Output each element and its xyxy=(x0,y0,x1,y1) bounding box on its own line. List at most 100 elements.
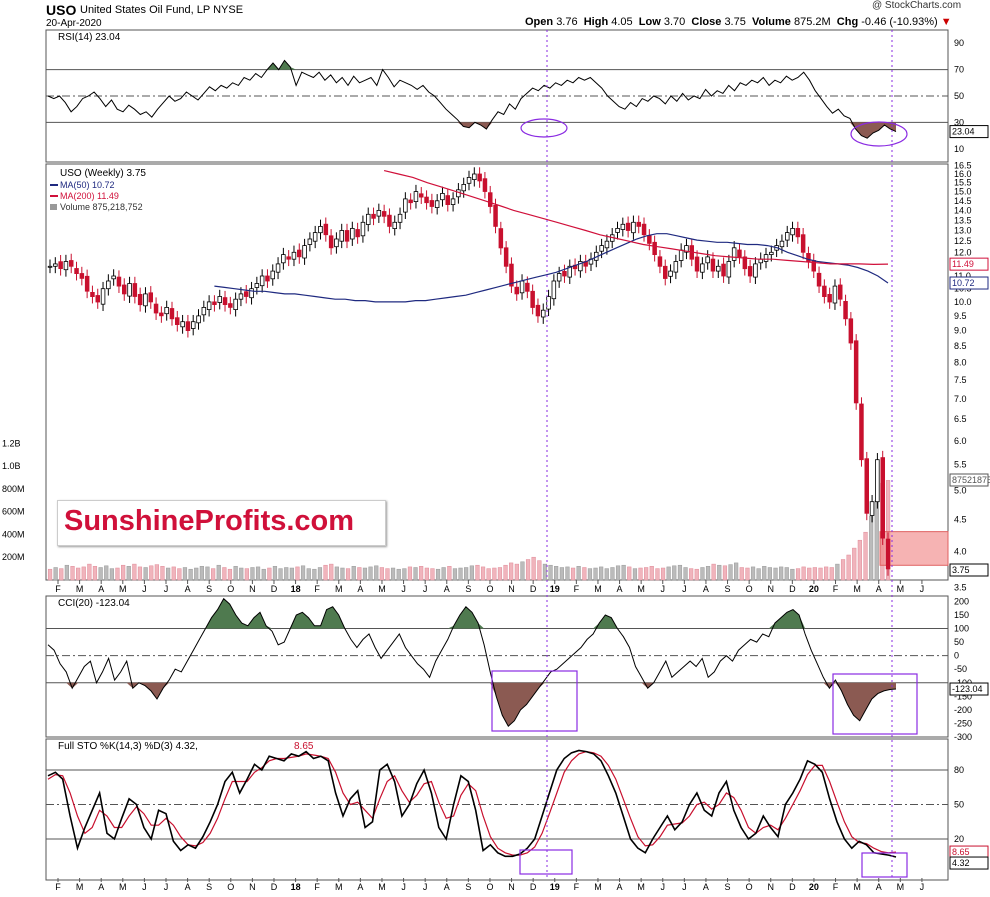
price-tick-6.0: 6.0 xyxy=(954,436,967,446)
sto-d-last-label: 8.65 xyxy=(952,847,970,857)
volume-bar xyxy=(261,568,266,581)
candle xyxy=(843,300,848,320)
sto-x-axis-label-A: A xyxy=(876,882,882,892)
price-x-axis-label-O: O xyxy=(227,584,234,594)
price-tick-11.0: 11.0 xyxy=(954,271,971,281)
cci-line xyxy=(47,597,897,727)
volume-bar xyxy=(604,568,609,581)
price-tick-4.5: 4.5 xyxy=(954,514,967,524)
candle xyxy=(137,293,143,306)
watermark-logo: SunshineProfits.com xyxy=(57,500,386,546)
candle xyxy=(74,268,79,274)
sto-x-axis-label-D: D xyxy=(271,882,278,892)
candle xyxy=(122,284,127,295)
rsi-last-box xyxy=(949,125,989,139)
price-tick-8.0: 8.0 xyxy=(954,358,967,368)
candle xyxy=(196,315,201,324)
ma200-last-label: 11.49 xyxy=(952,259,974,269)
close-value: 3.75 xyxy=(724,16,746,28)
volume-bar xyxy=(345,568,351,581)
price-tick-5.5: 5.5 xyxy=(954,460,967,470)
candle xyxy=(742,256,748,270)
volume-bar xyxy=(233,566,238,581)
volume-bar xyxy=(542,563,548,581)
candle xyxy=(731,247,737,261)
candle xyxy=(174,317,180,326)
close-last-label: 3.75 xyxy=(952,565,970,575)
volume-bar xyxy=(784,567,789,581)
price-x-axis-label-20: 20 xyxy=(809,584,819,594)
rsi-highlight-ellipse-2 xyxy=(850,121,908,147)
volume-bar xyxy=(300,565,306,581)
candle xyxy=(58,261,63,270)
candle xyxy=(381,211,387,217)
candle xyxy=(541,309,546,318)
candle xyxy=(318,225,323,234)
candle xyxy=(69,260,74,267)
price-x-axis-label-D: D xyxy=(789,584,796,594)
volume-bar xyxy=(610,567,615,581)
candle xyxy=(254,283,260,288)
candle xyxy=(663,265,668,279)
volume-bar xyxy=(199,566,204,581)
quote-summary: Open 3.76 High 4.05 Low 3.70 Close 3.75 … xyxy=(525,16,952,28)
volume-bar xyxy=(334,566,339,581)
candle xyxy=(217,296,222,303)
volume-bar xyxy=(194,567,199,581)
volume-bar xyxy=(402,568,407,581)
sto-x-axis-label-J: J xyxy=(401,882,406,892)
volume-bar xyxy=(143,567,148,581)
price-tick-6.5: 6.5 xyxy=(954,414,967,424)
volume-bar xyxy=(660,567,666,581)
candle xyxy=(472,173,477,180)
candle xyxy=(525,282,530,292)
volume-bar xyxy=(329,563,334,581)
price-x-axis-label-A: A xyxy=(357,584,363,594)
volume-bar xyxy=(503,564,508,581)
volume-bar xyxy=(728,564,733,581)
price-x-axis-label-M: M xyxy=(594,584,602,594)
sto-x-axis-label-F: F xyxy=(55,882,61,892)
volume-bar xyxy=(852,547,857,581)
ticker-symbol: USO xyxy=(46,2,77,18)
candle xyxy=(265,275,270,282)
candle xyxy=(387,214,392,227)
sto-x-axis-label-A: A xyxy=(703,882,709,892)
candle xyxy=(716,265,721,272)
candle xyxy=(700,263,705,273)
rsi-tick-30: 30 xyxy=(954,117,964,127)
volume-bar xyxy=(762,566,767,581)
support-zone-box xyxy=(879,531,949,566)
price-tick-13.0: 13.0 xyxy=(954,226,972,236)
sto-x-axis-label-N: N xyxy=(249,882,256,892)
price-x-axis-label-A: A xyxy=(617,584,623,594)
volume-bar xyxy=(846,554,851,581)
sto-x-axis-label-M: M xyxy=(76,882,84,892)
candle xyxy=(127,283,132,297)
volume-bar xyxy=(807,567,812,581)
volume-bar xyxy=(126,566,131,581)
volume-bar xyxy=(255,566,261,581)
candle xyxy=(185,321,191,332)
volume-bar xyxy=(559,567,564,581)
volume-bar xyxy=(632,568,638,581)
volume-bar xyxy=(497,567,503,581)
volume-bar xyxy=(171,566,176,581)
candle xyxy=(477,173,482,182)
price-x-axis-label-N: N xyxy=(767,584,774,594)
cci-last-label-box xyxy=(949,682,989,696)
candle xyxy=(164,306,169,315)
price-x-axis-label-J: J xyxy=(423,584,428,594)
volume-bar xyxy=(599,566,604,581)
close-label: Close xyxy=(691,16,722,28)
sto-legend: Full STO %K(14,3) %D(3) 4.32, xyxy=(58,741,198,752)
volume-bar xyxy=(227,568,233,581)
volume-bar xyxy=(340,567,345,581)
volume-bar xyxy=(323,564,328,581)
sto-x-axis-label-N: N xyxy=(508,882,515,892)
volume-bar xyxy=(239,567,244,581)
sto-highlight-box-2 xyxy=(861,852,908,878)
sto-x-axis-label-F: F xyxy=(833,882,839,892)
volume-bar xyxy=(92,566,98,581)
